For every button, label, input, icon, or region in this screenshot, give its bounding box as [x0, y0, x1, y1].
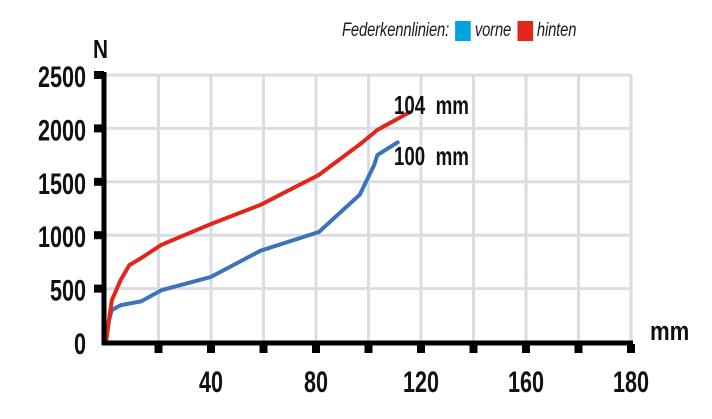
- y-axis-tick: [94, 284, 104, 293]
- x-axis-tick: [312, 344, 320, 353]
- grid-lines: [106, 73, 633, 342]
- x-axis-tick: [364, 344, 373, 353]
- x-axis-tick: [259, 344, 268, 353]
- x-axis-tick: [627, 344, 635, 353]
- y-tick-label: 1000: [38, 220, 86, 254]
- legend-swatch-vorne: [455, 21, 471, 41]
- x-axis-tick: [207, 344, 215, 353]
- legend-swatch-hinten: [517, 21, 533, 41]
- y-axis-tick: [94, 177, 104, 186]
- series-line-vorne: [104, 140, 400, 344]
- y-tick-label: 2500: [38, 59, 86, 93]
- y-tick-label: 500: [50, 273, 86, 307]
- x-axis-tick: [469, 344, 478, 353]
- legend: Federkennlinien: vorne hinten: [342, 16, 576, 46]
- x-axis-tick: [522, 344, 530, 353]
- x-tick-label: 120: [403, 364, 439, 398]
- y-tick-label: 2000: [38, 113, 86, 147]
- y-axis-tick: [94, 231, 104, 240]
- axes: [94, 71, 635, 353]
- y-tick-label: 0: [74, 326, 86, 360]
- legend-title: Federkennlinien:: [342, 20, 450, 41]
- legend-label-vorne: vorne: [474, 20, 512, 41]
- x-axis-tick: [417, 344, 425, 353]
- data-series: [104, 110, 412, 344]
- annotation-red-end: 104 mm: [394, 90, 469, 120]
- x-axis-tick: [574, 344, 583, 353]
- legend-label-hinten: hinten: [536, 20, 577, 41]
- x-tick-label: 80: [304, 364, 328, 398]
- x-axis-tick: [154, 344, 163, 353]
- x-axis-unit: mm: [650, 317, 689, 346]
- x-tick-label: 180: [613, 364, 649, 398]
- series-line-hinten: [104, 110, 412, 344]
- x-tick-label: 160: [508, 364, 544, 398]
- y-axis-tick: [94, 71, 104, 79]
- annotation-blue-end: 100 mm: [394, 141, 469, 171]
- y-tick-label: 1500: [38, 166, 86, 200]
- y-axis-unit: N: [93, 35, 108, 64]
- x-tick-label: 40: [199, 364, 223, 398]
- y-axis-tick: [94, 124, 104, 133]
